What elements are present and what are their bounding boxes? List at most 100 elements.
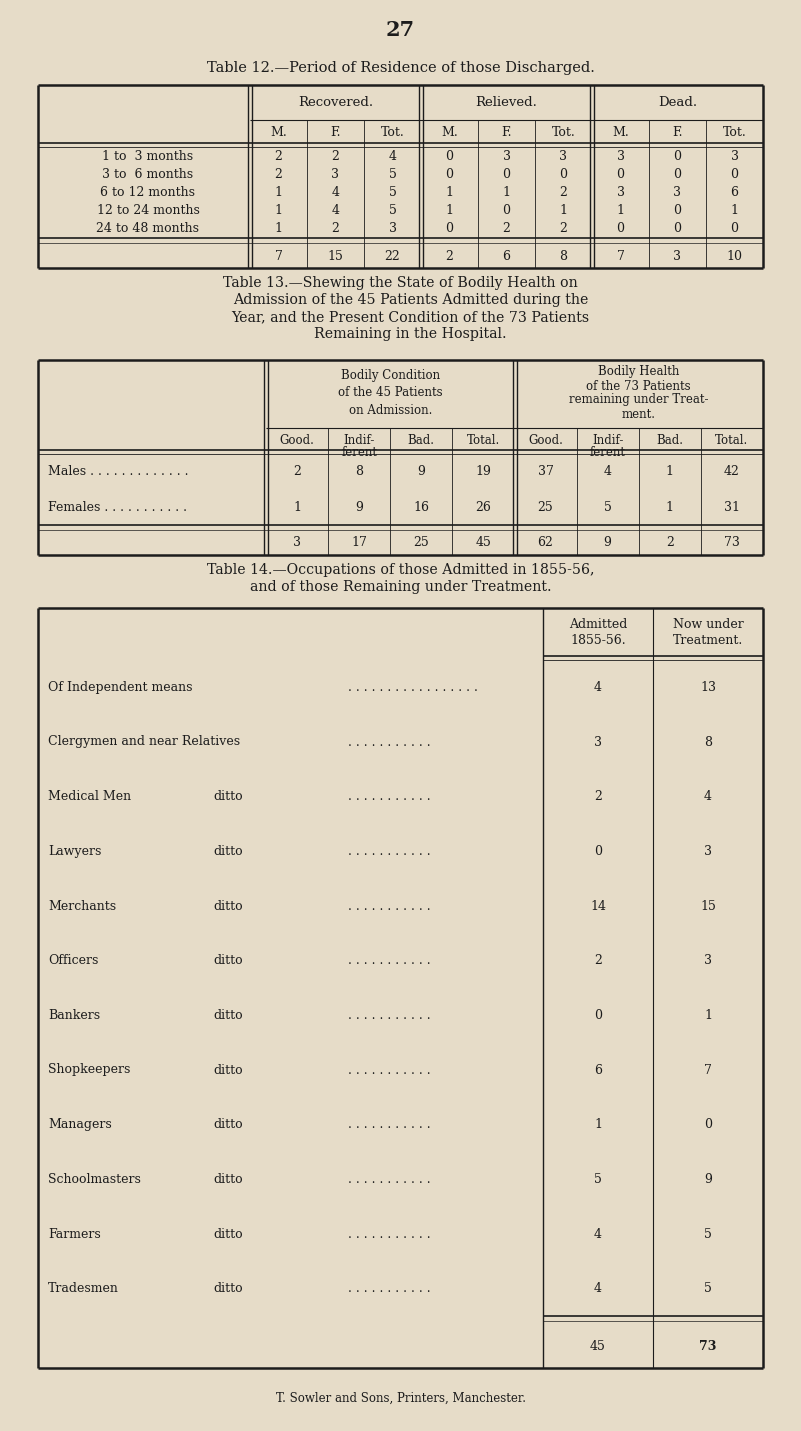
Text: 0: 0 (617, 167, 625, 180)
Text: 2: 2 (275, 167, 283, 180)
Text: 5: 5 (388, 186, 396, 199)
Text: 1: 1 (445, 205, 453, 218)
Text: 4: 4 (594, 1282, 602, 1295)
Text: Tradesmen: Tradesmen (48, 1282, 119, 1295)
Text: Total.: Total. (467, 434, 500, 446)
Text: 0: 0 (674, 150, 682, 163)
Text: Schoolmasters: Schoolmasters (48, 1173, 141, 1186)
Text: of the 45 Patients: of the 45 Patients (338, 386, 443, 399)
Text: 5: 5 (604, 501, 612, 514)
Text: 1: 1 (594, 1118, 602, 1130)
Text: 73: 73 (699, 1339, 717, 1352)
Text: . . . . . . . . . . .: . . . . . . . . . . . (348, 900, 431, 913)
Text: ditto: ditto (213, 1173, 243, 1186)
Text: . . . . . . . . . . . . . . . . .: . . . . . . . . . . . . . . . . . (348, 681, 478, 694)
Text: 9: 9 (704, 1173, 712, 1186)
Text: 3: 3 (674, 186, 682, 199)
Text: 0: 0 (704, 1118, 712, 1130)
Text: 3: 3 (332, 167, 340, 180)
Text: . . . . . . . . . . .: . . . . . . . . . . . (348, 1063, 431, 1076)
Text: ditto: ditto (213, 900, 243, 913)
Text: Clergymen and near Relatives: Clergymen and near Relatives (48, 736, 240, 748)
Text: Medical Men: Medical Men (48, 790, 131, 803)
Text: M.: M. (612, 126, 629, 139)
Text: 2: 2 (445, 249, 453, 262)
Text: ferent: ferent (590, 445, 626, 458)
Text: Shopkeepers: Shopkeepers (48, 1063, 131, 1076)
Text: 1: 1 (275, 222, 283, 236)
Text: 45: 45 (590, 1339, 606, 1352)
Text: 4: 4 (332, 186, 340, 199)
Text: . . . . . . . . . . .: . . . . . . . . . . . (348, 736, 431, 748)
Text: . . . . . . . . . . .: . . . . . . . . . . . (348, 954, 431, 967)
Text: Table 14.—Occupations of those Admitted in 1855-56,: Table 14.—Occupations of those Admitted … (207, 562, 594, 577)
Text: 1: 1 (293, 501, 301, 514)
Text: Lawyers: Lawyers (48, 844, 102, 857)
Text: 9: 9 (604, 537, 612, 550)
Text: 0: 0 (594, 1009, 602, 1022)
Text: 7: 7 (275, 249, 283, 262)
Text: 0: 0 (674, 222, 682, 236)
Text: 3 to  6 months: 3 to 6 months (103, 167, 194, 180)
Text: Merchants: Merchants (48, 900, 116, 913)
Text: Bodily Health: Bodily Health (598, 365, 679, 379)
Text: 3: 3 (594, 736, 602, 748)
Text: 2: 2 (332, 222, 340, 236)
Text: Females . . . . . . . . . . .: Females . . . . . . . . . . . (48, 501, 187, 514)
Text: 14: 14 (590, 900, 606, 913)
Text: 6: 6 (502, 249, 510, 262)
Text: 3: 3 (704, 844, 712, 857)
Text: . . . . . . . . . . .: . . . . . . . . . . . (348, 1228, 431, 1241)
Text: Tot.: Tot. (552, 126, 575, 139)
Text: 1: 1 (731, 205, 739, 218)
Text: Tot.: Tot. (723, 126, 747, 139)
Text: 2: 2 (666, 537, 674, 550)
Text: 62: 62 (537, 537, 553, 550)
Text: 0: 0 (731, 222, 739, 236)
Text: 1: 1 (704, 1009, 712, 1022)
Text: 24 to 48 months: 24 to 48 months (96, 222, 199, 236)
Text: Bad.: Bad. (408, 434, 435, 446)
Text: 26: 26 (476, 501, 491, 514)
Text: 2: 2 (293, 465, 301, 478)
Text: Bodily Condition: Bodily Condition (340, 369, 440, 382)
Text: 1: 1 (445, 186, 453, 199)
Text: M.: M. (441, 126, 458, 139)
Text: 2: 2 (560, 186, 567, 199)
Text: Farmers: Farmers (48, 1228, 101, 1241)
Text: 2: 2 (594, 954, 602, 967)
Text: Good.: Good. (528, 434, 563, 446)
Text: 1855-56.: 1855-56. (570, 634, 626, 647)
Text: . . . . . . . . . . .: . . . . . . . . . . . (348, 1009, 431, 1022)
Text: Table 13.—Shewing the State of Bodily Health on: Table 13.—Shewing the State of Bodily He… (223, 276, 578, 290)
Text: ditto: ditto (213, 844, 243, 857)
Text: 16: 16 (413, 501, 429, 514)
Text: F.: F. (330, 126, 340, 139)
Text: 3: 3 (617, 150, 625, 163)
Text: Indif-: Indif- (344, 434, 375, 446)
Text: 8: 8 (704, 736, 712, 748)
Text: 0: 0 (594, 844, 602, 857)
Text: 3: 3 (293, 537, 301, 550)
Text: 5: 5 (388, 205, 396, 218)
Text: 3: 3 (617, 186, 625, 199)
Text: 8: 8 (355, 465, 363, 478)
Text: 4: 4 (594, 681, 602, 694)
Text: 19: 19 (476, 465, 491, 478)
Text: and of those Remaining under Treatment.: and of those Remaining under Treatment. (250, 580, 551, 594)
Text: 0: 0 (445, 222, 453, 236)
Text: Admission of the 45 Patients Admitted during the: Admission of the 45 Patients Admitted du… (233, 293, 588, 308)
Text: 12 to 24 months: 12 to 24 months (97, 205, 199, 218)
Text: 25: 25 (413, 537, 429, 550)
Text: . . . . . . . . . . .: . . . . . . . . . . . (348, 1282, 431, 1295)
Text: ditto: ditto (213, 1228, 243, 1241)
Text: ditto: ditto (213, 1063, 243, 1076)
Text: 73: 73 (724, 537, 740, 550)
Text: ditto: ditto (213, 1282, 243, 1295)
Text: 0: 0 (731, 167, 739, 180)
Text: 5: 5 (704, 1282, 712, 1295)
Text: Officers: Officers (48, 954, 99, 967)
Text: ditto: ditto (213, 1118, 243, 1130)
Text: 3: 3 (704, 954, 712, 967)
Text: 0: 0 (617, 222, 625, 236)
